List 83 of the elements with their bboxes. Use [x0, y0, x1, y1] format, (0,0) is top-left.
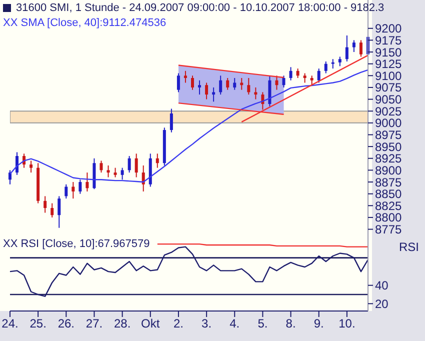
- y-tick-label: 9125: [375, 57, 402, 72]
- y-tick-label: 8975: [375, 128, 402, 142]
- candlestick: [8, 170, 12, 185]
- y-tick-label: 20: [375, 296, 389, 311]
- candlestick: [106, 164, 110, 178]
- line-series: [9, 69, 369, 183]
- x-tick-label: 25.: [30, 316, 46, 331]
- y-tick-label: 8850: [375, 187, 402, 202]
- candlestick: [338, 56, 342, 67]
- candlestick: [226, 78, 230, 90]
- y-tick-label: 9000: [375, 116, 402, 130]
- y-tick-label: 8900: [375, 163, 402, 178]
- candlestick: [184, 70, 187, 84]
- y-tick-label: 8950: [375, 140, 402, 154]
- y-tick-label: 9150: [375, 45, 402, 60]
- candlestick: [170, 108, 173, 133]
- candlestick: [275, 75, 278, 90]
- candlestick: [142, 164, 145, 192]
- candlestick: [268, 75, 272, 107]
- candlestick: [78, 179, 82, 194]
- candlestick: [359, 40, 362, 58]
- candlestick: [64, 184, 68, 200]
- candlestick: [86, 172, 89, 192]
- y-tick-label: 40: [375, 278, 389, 293]
- candlestick: [156, 153, 159, 168]
- candlestick: [352, 40, 356, 52]
- candlestick: [317, 68, 320, 84]
- candlestick: [240, 78, 244, 90]
- series-label: XX RSI [Close, 10]:67.967579: [3, 238, 150, 251]
- candlestick: [134, 153, 138, 178]
- y-axis-title: RSI: [398, 240, 419, 254]
- candlestick: [303, 72, 306, 84]
- candlestick: [114, 167, 117, 178]
- x-tick-label: 27.: [86, 316, 103, 331]
- x-tick-label: 26.: [58, 316, 74, 331]
- y-tick-label: 9175: [375, 33, 402, 48]
- candlestick: [289, 66, 292, 81]
- candlestick: [16, 152, 19, 176]
- candlestick: [233, 78, 236, 90]
- text: XX SMA [Close, 40]:9112.474536: [3, 17, 166, 30]
- candlestick: [282, 75, 286, 88]
- x-tick-label: 10.: [338, 316, 356, 331]
- candlestick: [58, 196, 61, 228]
- candlestick: [120, 167, 124, 180]
- candlestick: [219, 75, 222, 96]
- candlestick: [345, 34, 348, 62]
- y-tick-label: 9075: [375, 80, 402, 95]
- y-tick-label: 8825: [375, 198, 402, 213]
- candlestick: [198, 80, 202, 96]
- x-tick-label: 24.: [2, 316, 18, 331]
- candlestick: [176, 72, 180, 93]
- candlestick: [324, 60, 328, 74]
- candlestick: [205, 82, 208, 100]
- candlestick: [212, 86, 216, 102]
- candlestick: [254, 86, 258, 100]
- y-tick-label: 8775: [375, 222, 402, 237]
- y-tick-label: 9025: [375, 104, 402, 118]
- candlestick: [128, 156, 131, 174]
- x-tick-label: 28.: [114, 316, 131, 331]
- y-tick-label: 9050: [375, 92, 402, 107]
- candlestick: [247, 78, 250, 96]
- candlestick: [30, 160, 33, 174]
- candlestick: [191, 75, 194, 90]
- x-tick-label: Okt: [141, 316, 160, 331]
- candlestick: [296, 68, 300, 78]
- candlestick: [50, 202, 54, 218]
- x-tick-label: 3.: [202, 316, 212, 331]
- candlestick: [44, 196, 47, 214]
- x-tick-label: 4.: [230, 316, 240, 331]
- candlestick: [100, 160, 103, 174]
- x-tick-label: 5.: [258, 316, 268, 331]
- y-tick-label: 9200: [375, 22, 402, 36]
- y-tick-label: 9100: [375, 68, 402, 83]
- x-tick-label: 8.: [286, 316, 296, 331]
- y-tick-label: 8800: [375, 210, 402, 225]
- x-tick-label: 2.: [173, 316, 184, 331]
- chart-title: 31600 SMI, 1 Stunde - 24.09.2007 09:00:00 - 10.10.2007 18:00:00 - 9182.3: [16, 2, 384, 14]
- y-tick-label: 8925: [375, 152, 402, 166]
- candlestick: [310, 75, 314, 86]
- candlestick: [331, 58, 334, 70]
- x-tick-label: 9.: [314, 316, 324, 331]
- y-tick-label: 8875: [375, 175, 402, 190]
- candlestick: [72, 182, 75, 200]
